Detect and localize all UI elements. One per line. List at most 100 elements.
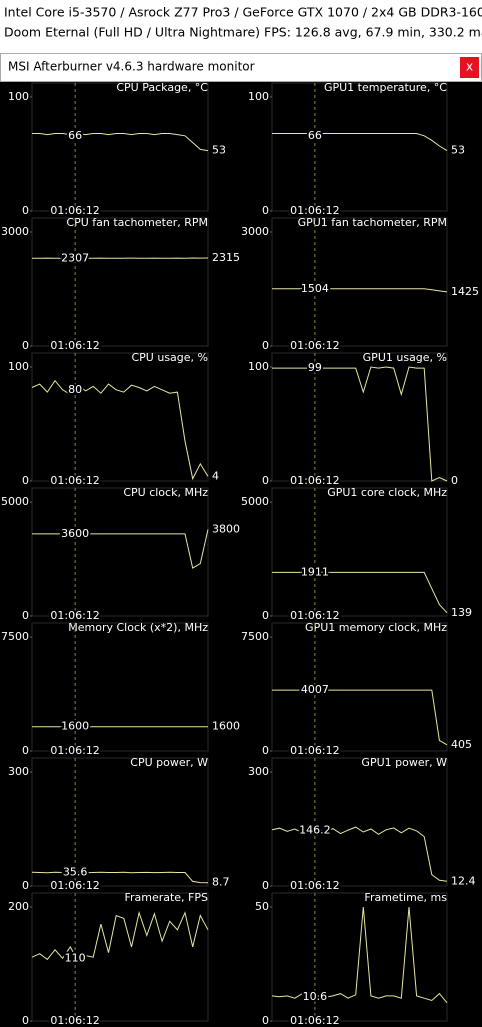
trace	[31, 910, 209, 962]
time-label: 01:06:12	[290, 609, 339, 622]
monitor-area	[0, 82, 482, 1027]
trace	[271, 826, 448, 882]
end-value: 53	[451, 144, 465, 157]
y-tick-label: 7500	[1, 630, 29, 643]
plot-frame	[271, 487, 448, 617]
time-label: 01:06:12	[290, 744, 339, 757]
close-label[interactable]: x	[466, 60, 473, 74]
trace	[272, 689, 448, 746]
trace	[31, 871, 209, 884]
time-label: 01:06:12	[290, 204, 339, 217]
y-tick-label: 300	[248, 765, 269, 778]
end-value: 12.4	[451, 874, 476, 887]
marker-value: 1600	[61, 720, 89, 733]
plot-frame	[31, 757, 209, 887]
window-title: MSI Afterburner v4.6.3 hardware monitor	[8, 60, 255, 74]
plot-frame	[271, 622, 448, 752]
marker-value: 66	[308, 129, 322, 142]
y-tick-label: 100	[8, 360, 29, 373]
time-label: 01:06:12	[290, 474, 339, 487]
y-tick-label: 0	[262, 609, 269, 622]
close-button[interactable]	[460, 57, 479, 78]
trace	[272, 133, 448, 152]
y-tick-label: 3000	[241, 225, 269, 238]
time-label: 01:06:12	[50, 474, 99, 487]
chart-title: GPU1 temperature, °C	[324, 81, 447, 94]
trace	[32, 132, 209, 152]
end-value: 53	[212, 144, 226, 157]
header-line: Doom Eternal (Full HD / Ultra Nightmare)…	[4, 25, 482, 40]
y-tick-label: 0	[262, 744, 269, 757]
y-tick-label: 50	[255, 900, 269, 913]
time-label: 01:06:12	[50, 204, 99, 217]
time-label: 01:06:12	[50, 609, 99, 622]
y-tick-label: 0	[22, 744, 29, 757]
y-tick-label: 5000	[1, 495, 29, 508]
plot-frame	[31, 352, 209, 482]
chart-title: GPU1 memory clock, MHz	[305, 621, 447, 634]
y-tick-label: 0	[262, 339, 269, 352]
y-tick-label: 0	[262, 474, 269, 487]
plot-frame	[31, 622, 209, 752]
marker-value: 35.6	[63, 865, 88, 878]
chart-title: CPU Package, °C	[116, 81, 208, 94]
marker-value: 10.6	[303, 990, 328, 1003]
plot-frame	[31, 487, 209, 617]
time-label: 01:06:12	[50, 879, 99, 892]
marker-value: 1504	[301, 282, 329, 295]
y-tick-label: 0	[22, 1014, 29, 1027]
plot-frame	[271, 352, 448, 482]
y-tick-label: 0	[22, 339, 29, 352]
end-value: 3800	[212, 522, 240, 535]
plot-frame	[271, 757, 448, 887]
end-value: 4	[212, 469, 219, 482]
chart-title: GPU1 core clock, MHz	[327, 486, 447, 499]
chart-title: GPU1 power, W	[361, 756, 447, 769]
time-label: 01:06:12	[290, 879, 339, 892]
chart-title: CPU fan tachometer, RPM	[66, 216, 208, 229]
end-value: 0	[451, 474, 458, 487]
y-tick-label: 0	[262, 204, 269, 217]
marker-value: 110	[65, 951, 86, 964]
y-tick-label: 100	[248, 360, 269, 373]
end-value: 8.7	[212, 876, 230, 889]
chart-title: GPU1 usage, %	[363, 351, 447, 364]
y-tick-label: 300	[8, 765, 29, 778]
chart-title: GPU1 fan tachometer, RPM	[298, 216, 447, 229]
charts: CPU Package, °C 0 100 01:06:12 66 53 GPU1 temp…	[1, 81, 479, 1027]
trace	[272, 366, 448, 482]
plot-frame	[271, 892, 448, 1022]
marker-value: 146.2	[299, 823, 331, 836]
chart-title: Memory Clock (x*2), MHz	[68, 621, 208, 634]
y-tick-label: 0	[22, 879, 29, 892]
trace	[272, 571, 448, 614]
time-label: 01:06:12	[290, 339, 339, 352]
end-value: 1425	[451, 285, 479, 298]
time-label: 01:06:12	[50, 1014, 99, 1027]
trace	[31, 379, 209, 481]
y-tick-label: 100	[8, 90, 29, 103]
y-tick-label: 0	[22, 204, 29, 217]
chart-title: Frametime, ms	[364, 891, 447, 904]
marker-value: 2307	[61, 251, 89, 264]
plot-frame	[271, 217, 448, 347]
y-tick-label: 0	[262, 879, 269, 892]
marker-value: 3600	[61, 527, 89, 540]
marker-value: 99	[308, 361, 322, 374]
plot-frame	[31, 82, 209, 212]
chart-title: CPU usage, %	[131, 351, 208, 364]
window-titlebar	[0, 53, 482, 82]
y-tick-label: 100	[248, 90, 269, 103]
trace	[271, 906, 448, 1004]
y-tick-label: 7500	[241, 630, 269, 643]
marker-value: 4007	[301, 683, 329, 696]
chart-title: Framerate, FPS	[124, 891, 208, 904]
time-label: 01:06:12	[50, 744, 99, 757]
marker-value: 80	[68, 383, 82, 396]
y-tick-label: 5000	[241, 495, 269, 508]
plot-frame	[271, 82, 448, 212]
header-line: Intel Core i5-3570 / Asrock Z77 Pro3 / G…	[4, 5, 482, 20]
trace	[32, 529, 209, 569]
